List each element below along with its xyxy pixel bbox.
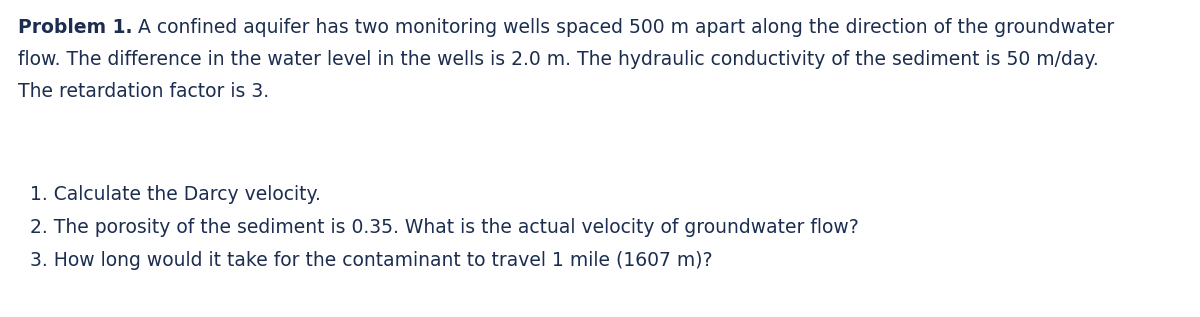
Text: flow. The difference in the water level in the wells is 2.0 m. The hydraulic con: flow. The difference in the water level … <box>18 50 1099 69</box>
Text: The retardation factor is 3.: The retardation factor is 3. <box>18 82 269 101</box>
Text: Problem 1.: Problem 1. <box>18 18 132 37</box>
Text: A confined aquifer has two monitoring wells spaced 500 m apart along the directi: A confined aquifer has two monitoring we… <box>132 18 1115 37</box>
Text: 2. The porosity of the sediment is 0.35. What is the actual velocity of groundwa: 2. The porosity of the sediment is 0.35.… <box>30 218 859 237</box>
Text: 1. Calculate the Darcy velocity.: 1. Calculate the Darcy velocity. <box>30 185 320 204</box>
Text: 3. How long would it take for the contaminant to travel 1 mile (1607 m)?: 3. How long would it take for the contam… <box>30 251 713 270</box>
